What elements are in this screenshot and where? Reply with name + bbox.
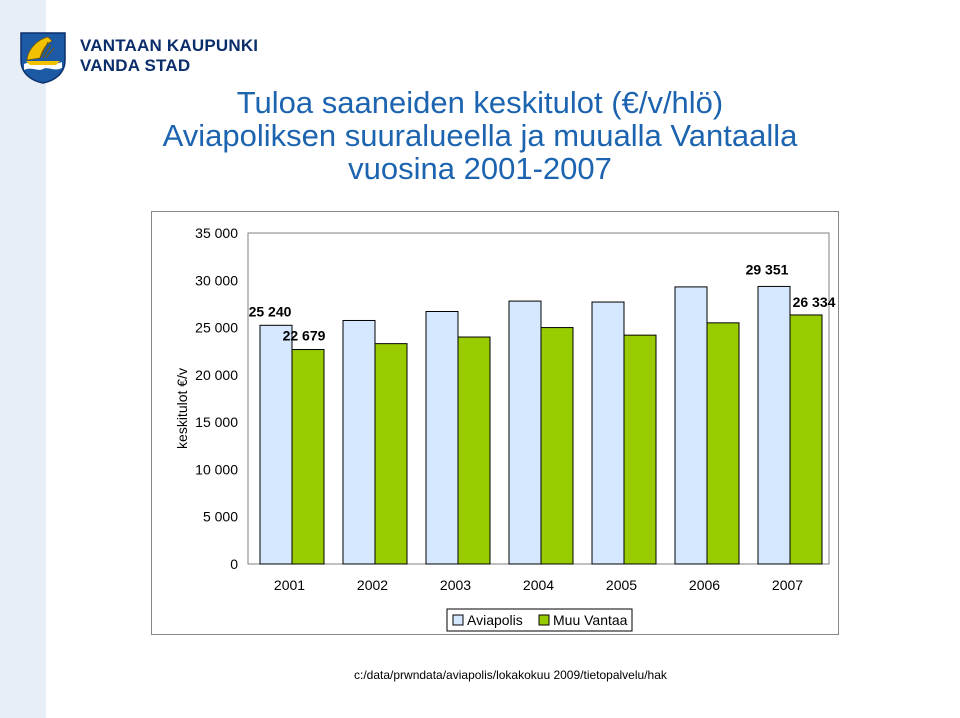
title-line-2: Aviapoliksen suuralueella ja muualla Van… [162,118,798,153]
brand-name: VANTAAN KAUPUNKI VANDA STAD [80,36,258,76]
title-line-3: vuosina 2001-2007 [348,151,612,186]
x-tick-label: 2003 [440,577,471,593]
legend-label: Aviapolis [467,612,523,628]
y-tick-label: 30 000 [195,272,238,288]
bar-aviapolis-2006 [674,286,708,565]
x-tick-label: 2004 [523,577,554,593]
brand-line-2: VANDA STAD [80,56,191,75]
x-tick-label: 2001 [274,577,305,593]
legend-swatch-muu-vantaa [538,614,550,626]
data-label: 22 679 [283,328,326,344]
side-stripe [0,0,46,718]
bar-muu-vantaa-2001 [291,349,325,565]
bar-muu-vantaa-2002 [374,343,408,565]
y-axis-title: keskitulot €/v [174,368,190,449]
x-tick-label: 2005 [606,577,637,593]
bar-muu-vantaa-2006 [706,322,740,565]
data-label: 26 334 [793,294,836,310]
bar-aviapolis-2005 [591,301,625,565]
vantaa-coat-of-arms-icon [20,32,66,84]
x-tick-label: 2002 [357,577,388,593]
x-tick-label: 2006 [689,577,720,593]
data-label: 25 240 [249,303,292,319]
bar-aviapolis-2002 [342,319,376,565]
chart-frame: 0 5 000 10 000 15 000 20 000 25 000 30 000 35 0… [151,211,839,635]
bar-muu-vantaa-2003 [457,336,491,565]
bar-aviapolis-2004 [508,300,542,565]
bar-chart: 0 5 000 10 000 15 000 20 000 25 000 30 000 35 0… [174,225,836,632]
y-tick-label: 15 000 [195,414,238,430]
brand-line-1: VANTAAN KAUPUNKI [80,36,259,55]
y-tick-label: 10 000 [195,461,238,477]
legend-label: Muu Vantaa [553,612,628,628]
bar-muu-vantaa-2005 [623,334,657,565]
page-title: Tuloa saaneiden keskitulot (€/v/hlö) Avi… [100,86,860,185]
bar-muu-vantaa-2004 [540,327,574,565]
y-tick-label: 35 000 [195,225,238,241]
y-tick-label: 0 [230,556,238,572]
data-label: 29 351 [746,261,789,277]
y-tick-label: 20 000 [195,367,238,383]
y-tick-label: 25 000 [195,320,238,336]
footer-path: c:/data/prwndata/aviapolis/lokakokuu 200… [354,668,667,682]
legend-swatch-aviapolis [452,614,464,626]
bar-aviapolis-2007 [757,285,791,565]
bar-aviapolis-2003 [425,310,459,565]
bar-aviapolis-2001 [259,324,293,565]
x-tick-label: 2007 [772,577,803,593]
bar-muu-vantaa-2007 [789,314,823,565]
title-line-1: Tuloa saaneiden keskitulot (€/v/hlö) [236,85,724,120]
y-tick-label: 5 000 [203,509,238,525]
